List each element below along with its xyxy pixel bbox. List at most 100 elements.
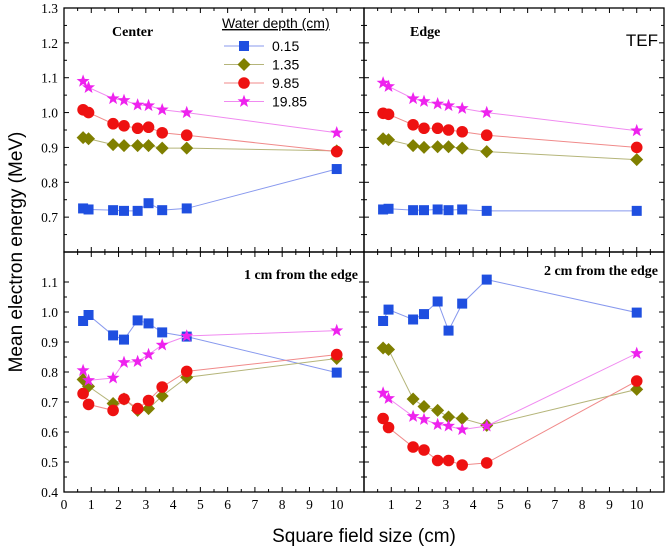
panel-title-2cm: 2 cm from the edge [544, 264, 658, 279]
data-point-circle [456, 125, 468, 138]
data-point-square [83, 204, 94, 215]
data-point-star [76, 74, 90, 87]
x-tick-label: 2 [415, 497, 422, 512]
data-point-circle [180, 129, 193, 142]
data-point-star [442, 98, 456, 112]
legend-marker-square [239, 41, 249, 51]
data-point-star [382, 79, 396, 92]
data-point-star [630, 123, 644, 137]
y-tick-label: 1.1 [41, 275, 58, 290]
data-point-square [408, 314, 419, 325]
y-tick-label: 1.0 [41, 106, 58, 121]
x-tick-label: 0 [61, 497, 68, 512]
legend-label: 19.85 [272, 94, 307, 110]
data-point-star [417, 412, 431, 425]
y-tick-label: 0.9 [41, 140, 58, 155]
x-tick-label: 1 [88, 497, 95, 512]
data-point-square [181, 203, 192, 214]
panel-edge [376, 76, 644, 216]
data-point-square [108, 330, 119, 341]
y-tick-label: 1.0 [41, 305, 58, 320]
y-tick-label: 0.5 [41, 455, 58, 470]
series-line-1.35 [382, 347, 637, 426]
data-point-star [142, 98, 156, 112]
data-point-star [131, 354, 145, 367]
data-point-square [132, 205, 143, 216]
series-layer [76, 74, 644, 471]
data-point-diamond [131, 139, 145, 153]
data-point-square [383, 203, 394, 214]
x-tick-label: 4 [470, 497, 477, 512]
data-point-circle [142, 394, 155, 407]
data-point-diamond [431, 403, 445, 417]
data-point-square [631, 205, 642, 216]
data-point-diamond [155, 389, 169, 403]
legend-label: 1.35 [272, 57, 299, 73]
data-point-diamond [155, 141, 169, 155]
y-tick-label: 0.8 [41, 175, 58, 190]
data-point-star [406, 91, 420, 105]
data-point-diamond [382, 133, 396, 147]
data-point-square [443, 325, 454, 336]
data-point-star [455, 422, 469, 436]
data-point-star [417, 94, 431, 107]
data-point-square [78, 203, 89, 214]
data-point-diamond [142, 139, 156, 153]
data-point-star [131, 98, 145, 111]
x-tick-label: 5 [197, 497, 204, 512]
data-point-square [132, 315, 143, 326]
data-point-circle [442, 124, 455, 136]
panel-one-cm [76, 310, 344, 417]
data-point-diamond [455, 141, 469, 155]
y-tick-label: 0.7 [41, 210, 58, 225]
data-point-square [157, 205, 168, 216]
data-point-square [157, 327, 168, 338]
x-tick-label: 7 [552, 497, 559, 512]
data-point-star [330, 125, 344, 139]
data-point-circle [377, 412, 389, 425]
data-point-star [431, 417, 445, 430]
y-axis-label: Mean electron energy (MeV) [6, 132, 27, 373]
data-point-circle [156, 126, 168, 139]
data-point-circle [630, 375, 643, 387]
x-tick-label: 3 [442, 497, 449, 512]
data-point-square [331, 164, 342, 175]
data-point-star [82, 80, 96, 93]
data-point-diamond [630, 382, 644, 396]
data-point-circle [431, 454, 444, 467]
data-point-diamond [442, 140, 456, 154]
x-tick-label: 6 [524, 497, 531, 512]
data-point-square [481, 205, 492, 216]
data-point-star [180, 329, 194, 342]
panel-frame-bottom-left [63, 251, 365, 493]
x-tick-label: 9 [606, 497, 613, 512]
ticks-layer: 0 1 2 3 4 5 6 7 8 9 10 1 2 3 4 5 6 7 8 9 10 0.7 0.8 0.9 1.0 1.1 1.… [41, 1, 664, 512]
data-point-circle [480, 129, 493, 142]
data-point-circle [407, 441, 419, 453]
data-point-star [431, 97, 445, 110]
series-line-0.15 [382, 279, 637, 332]
data-point-diamond [406, 392, 420, 406]
data-point-circle [118, 120, 130, 132]
data-point-diamond [455, 412, 469, 425]
x-tick-label: 5 [497, 497, 504, 512]
data-point-circle [156, 381, 168, 393]
data-point-star [376, 386, 390, 399]
data-point-star [406, 409, 420, 422]
data-point-star [376, 76, 390, 89]
data-point-square [457, 204, 468, 215]
data-point-square [432, 296, 443, 307]
panel-title-edge: Edge [410, 25, 440, 40]
data-point-circle [107, 404, 119, 417]
data-point-circle [418, 444, 430, 456]
data-point-square [143, 318, 154, 329]
legend-marker-star [237, 94, 251, 107]
data-point-circle [407, 118, 419, 131]
panel-frame-top-right [363, 7, 665, 253]
data-point-square [78, 316, 89, 326]
panel-title-center: Center [112, 25, 153, 40]
panel-two-cm [376, 274, 644, 471]
y-tick-label: 0.7 [41, 395, 58, 410]
y-tick-label: 0.8 [41, 365, 58, 380]
data-point-star [155, 338, 169, 351]
